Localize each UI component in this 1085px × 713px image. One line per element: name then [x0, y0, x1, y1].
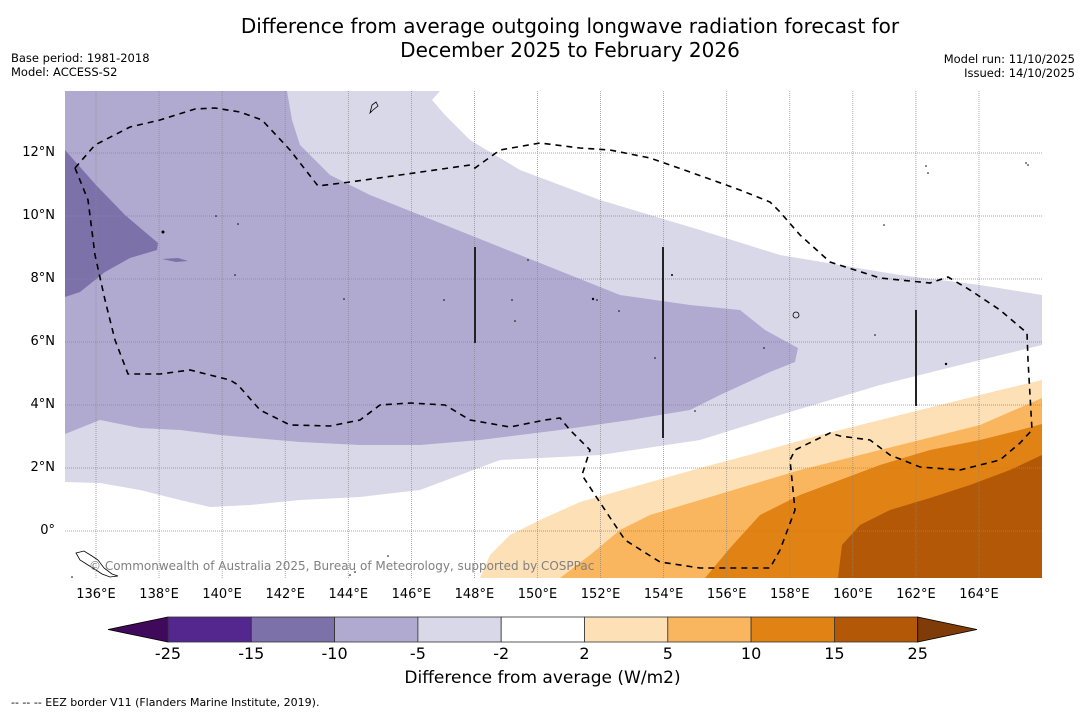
lon-label: 160°E	[833, 587, 873, 602]
meta-right: Model run: 11/10/2025 Issued: 14/10/2025	[944, 52, 1075, 80]
region-15-to-25	[838, 455, 1042, 578]
copyright-notice: © Commonwealth of Australia 2025, Bureau…	[89, 559, 595, 573]
lon-label: 162°E	[896, 587, 936, 602]
colorbar-segment	[584, 616, 669, 643]
lon-label: 154°E	[643, 587, 684, 602]
lon-label: 140°E	[202, 587, 242, 602]
lon-label: 136°E	[76, 587, 116, 602]
region-minus15-small	[162, 258, 188, 262]
base-period: Base period: 1981-2018	[11, 51, 150, 65]
colorbar-tick-label: -2	[493, 644, 510, 663]
region-minus10-to-minus5	[65, 91, 798, 445]
lon-label: 148°E	[454, 587, 495, 602]
colorbar	[107, 616, 978, 643]
colorbar-tick-label: 2	[579, 644, 590, 663]
lat-label: 0°	[40, 523, 55, 538]
lon-label: 138°E	[139, 587, 179, 602]
lat-label: 6°N	[30, 334, 56, 349]
map-area	[65, 91, 1042, 578]
colorbar-tick-label: 25	[907, 644, 928, 663]
meta-left: Base period: 1981-2018 Model: ACCESS-S2	[11, 51, 150, 79]
colorbar-segment	[834, 616, 919, 643]
lat-label: 4°N	[30, 397, 56, 412]
guam-outline	[369, 101, 379, 115]
gridlines	[65, 91, 1042, 578]
colorbar-tick-label: -25	[154, 644, 182, 663]
lat-label: 12°N	[22, 145, 55, 160]
model-name: Model: ACCESS-S2	[11, 65, 118, 79]
colorbar-tick-label: 15	[824, 644, 845, 663]
small-islands	[71, 162, 1029, 578]
colorbar-segment	[417, 616, 502, 643]
colorbar-extend-high	[917, 616, 978, 643]
colorbar-tick-label: -10	[321, 644, 348, 663]
model-run: Model run: 11/10/2025	[943, 52, 1075, 66]
lon-label: 152°E	[580, 587, 621, 602]
colorbar-segment	[667, 616, 752, 643]
colorbar-label: Difference from average (W/m2)	[404, 668, 681, 688]
colorbar-segment	[167, 616, 252, 643]
colorbar-extend-low	[107, 616, 169, 643]
region-minus15-to-minus10	[65, 150, 158, 297]
lat-label: 10°N	[22, 208, 55, 223]
colorbar-segment	[334, 616, 419, 643]
lat-label: 8°N	[30, 271, 56, 286]
lon-label: 150°E	[517, 587, 558, 602]
colorbar-tick-label: 10	[740, 644, 762, 663]
issued-date: Issued: 14/10/2025	[964, 66, 1075, 80]
colorbar-segment	[250, 616, 336, 643]
coastlines	[75, 101, 800, 578]
colorbar-tick-label: -15	[238, 644, 265, 663]
colorbar-segment	[750, 616, 835, 643]
title-line-2: December 2025 to February 2026	[400, 38, 740, 62]
colorbar-tick-label: 5	[662, 644, 673, 663]
pohnpei-outline	[792, 311, 800, 319]
lon-label: 156°E	[706, 587, 747, 602]
colorbar-tick-label: -5	[409, 644, 426, 663]
title-line-1: Difference from average outgoing longwav…	[240, 14, 900, 38]
lon-label: 142°E	[265, 587, 305, 602]
lon-label: 144°E	[328, 587, 369, 602]
chart-title: Difference from average outgoing longwav…	[0, 14, 1085, 62]
new-guinea-outline	[75, 550, 119, 578]
eez-footnote: -- -- -- EEZ border V11 (Flanders Marine…	[11, 696, 320, 709]
lat-label: 2°N	[30, 460, 56, 475]
colorbar-segment	[500, 616, 585, 643]
lon-label: 146°E	[391, 587, 432, 602]
lon-label: 158°E	[770, 587, 810, 602]
lon-label: 164°E	[959, 587, 999, 602]
